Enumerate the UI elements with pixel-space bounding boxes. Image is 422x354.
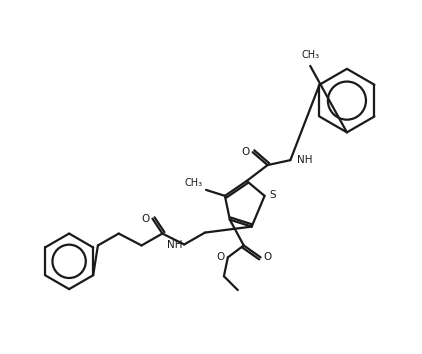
Text: O: O xyxy=(141,214,150,224)
Text: O: O xyxy=(263,252,272,262)
Text: CH₃: CH₃ xyxy=(185,178,203,188)
Text: NH: NH xyxy=(298,155,313,165)
Text: O: O xyxy=(217,252,225,262)
Text: NH: NH xyxy=(167,240,182,251)
Text: O: O xyxy=(242,147,250,157)
Text: S: S xyxy=(269,190,276,200)
Text: CH₃: CH₃ xyxy=(301,50,319,60)
